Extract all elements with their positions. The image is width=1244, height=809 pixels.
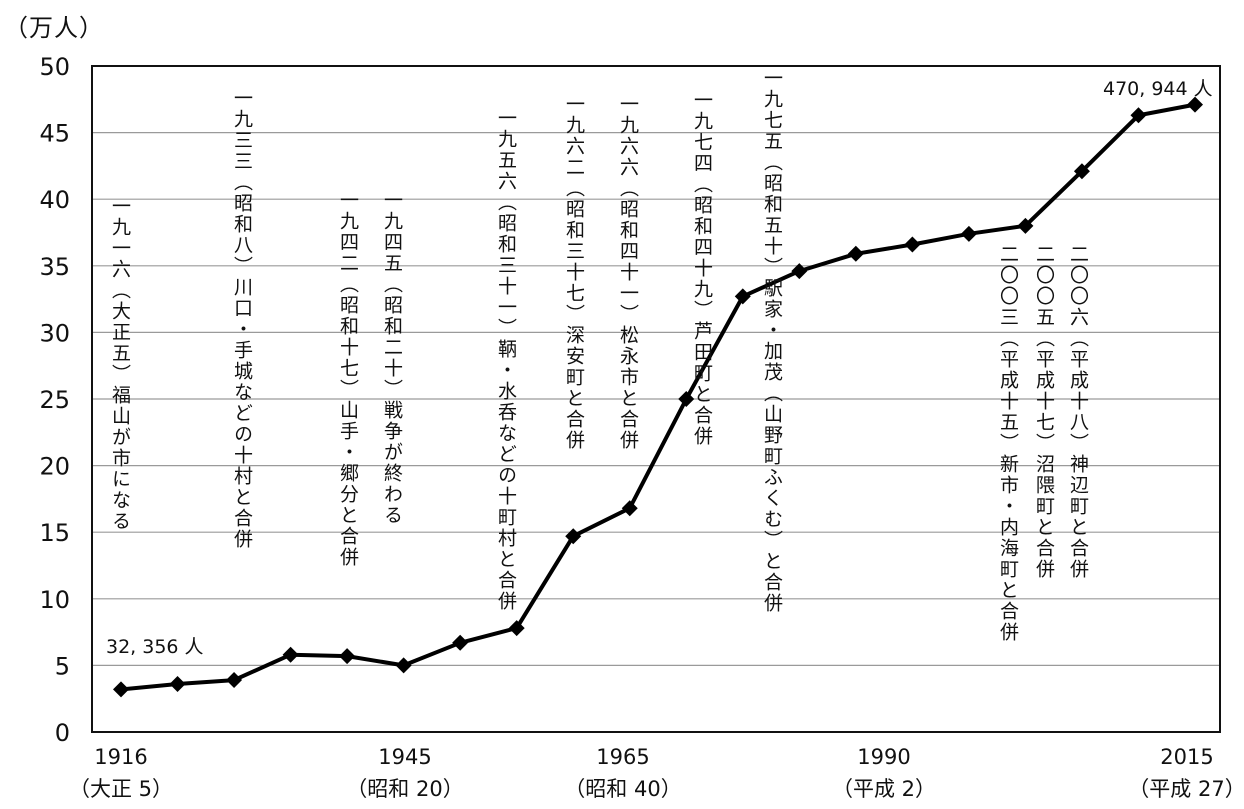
annotation-2003: 二〇〇三（平成十五）新市・内海町と合併 <box>997 244 1019 643</box>
annotation-1933: 一九三三（昭和八）川口・手城などの十村と合併 <box>231 88 253 550</box>
data-point <box>791 263 808 280</box>
data-point <box>339 648 356 665</box>
series-line <box>120 102 1196 692</box>
y-tick-label: 15 <box>39 519 70 547</box>
x-tick-era: （大正 5） <box>69 777 173 801</box>
annotation-1916: 一九一六（大正五）福山が市になる <box>109 196 131 532</box>
annotation-1974: 一九七四（昭和四十九）芦田町と合併 <box>691 90 713 447</box>
y-axis-unit-label: （万人） <box>4 14 104 42</box>
x-tick-era: （平成 2） <box>832 777 936 801</box>
y-tick-label: 40 <box>39 186 70 214</box>
x-tick-era: （平成 27） <box>1128 777 1244 801</box>
data-point <box>113 681 129 698</box>
y-tick-label: 25 <box>39 386 70 414</box>
x-tick-era: （昭和 20） <box>346 777 463 801</box>
annotation-1945: 一九四五（昭和二十）戦争が終わる <box>381 190 403 526</box>
y-tick-label: 5 <box>55 652 70 680</box>
data-point <box>734 288 751 305</box>
x-tick-year: 1945 <box>378 745 431 769</box>
y-tick-label: 20 <box>39 453 70 481</box>
annotation-1942: 一九四二（昭和十七）山手・郷分と合併 <box>337 190 359 568</box>
x-tick-year: 1916 <box>94 745 147 769</box>
x-tick-era: （昭和 40） <box>564 777 681 801</box>
data-point <box>169 676 186 693</box>
data-point <box>678 391 695 407</box>
y-axis-ticks: 0 5 10 15 20 25 30 35 40 45 50 <box>39 53 70 747</box>
annotation-1966: 一九六六（昭和四十一）松永市と合併 <box>617 94 639 451</box>
data-point <box>1017 217 1034 234</box>
plot-frame <box>91 65 1221 733</box>
data-point <box>452 634 469 651</box>
gridlines <box>92 132 1220 667</box>
y-tick-label: 30 <box>39 319 70 347</box>
data-point <box>565 528 582 545</box>
first-value-label: 32, 356 人 <box>106 636 204 658</box>
data-point <box>395 657 412 674</box>
annotation-1975: 一九七五（昭和五十）駅家・加茂（山野町ふくむ）と合併 <box>761 68 783 614</box>
x-tick-year: 1965 <box>596 745 649 769</box>
data-point <box>621 500 638 517</box>
data-point <box>282 646 299 663</box>
data-point <box>1073 163 1090 180</box>
y-tick-label: 50 <box>39 53 70 81</box>
y-tick-label: 0 <box>55 719 70 747</box>
data-point <box>847 245 864 262</box>
annotation-2005: 二〇〇五（平成十七）沼隈町と合併 <box>1033 244 1055 580</box>
annotation-1962: 一九六二（昭和三十七）深安町と合併 <box>563 94 585 451</box>
x-tick-year: 1990 <box>857 745 910 769</box>
x-axis-ticks: 1916 （大正 5） 1945 （昭和 20） 1965 （昭和 40） 1990 （平成 … <box>69 745 1244 801</box>
y-tick-label: 10 <box>39 586 70 614</box>
data-point <box>904 236 921 253</box>
data-point <box>508 620 525 637</box>
data-point <box>226 672 243 689</box>
population-series <box>113 96 1203 698</box>
last-value-label: 470, 944 人 <box>1103 78 1213 100</box>
data-point <box>1187 96 1203 113</box>
annotation-2006: 二〇〇六（平成十八）神辺町と合併 <box>1067 244 1089 580</box>
data-point <box>1130 107 1147 124</box>
annotation-1956: 一九五六（昭和三十一）鞆・水呑などの十町村と合併 <box>495 108 517 612</box>
x-tick-year: 2015 <box>1160 745 1213 769</box>
y-tick-label: 45 <box>39 120 70 148</box>
y-tick-label: 35 <box>39 253 70 281</box>
data-point <box>960 225 977 242</box>
